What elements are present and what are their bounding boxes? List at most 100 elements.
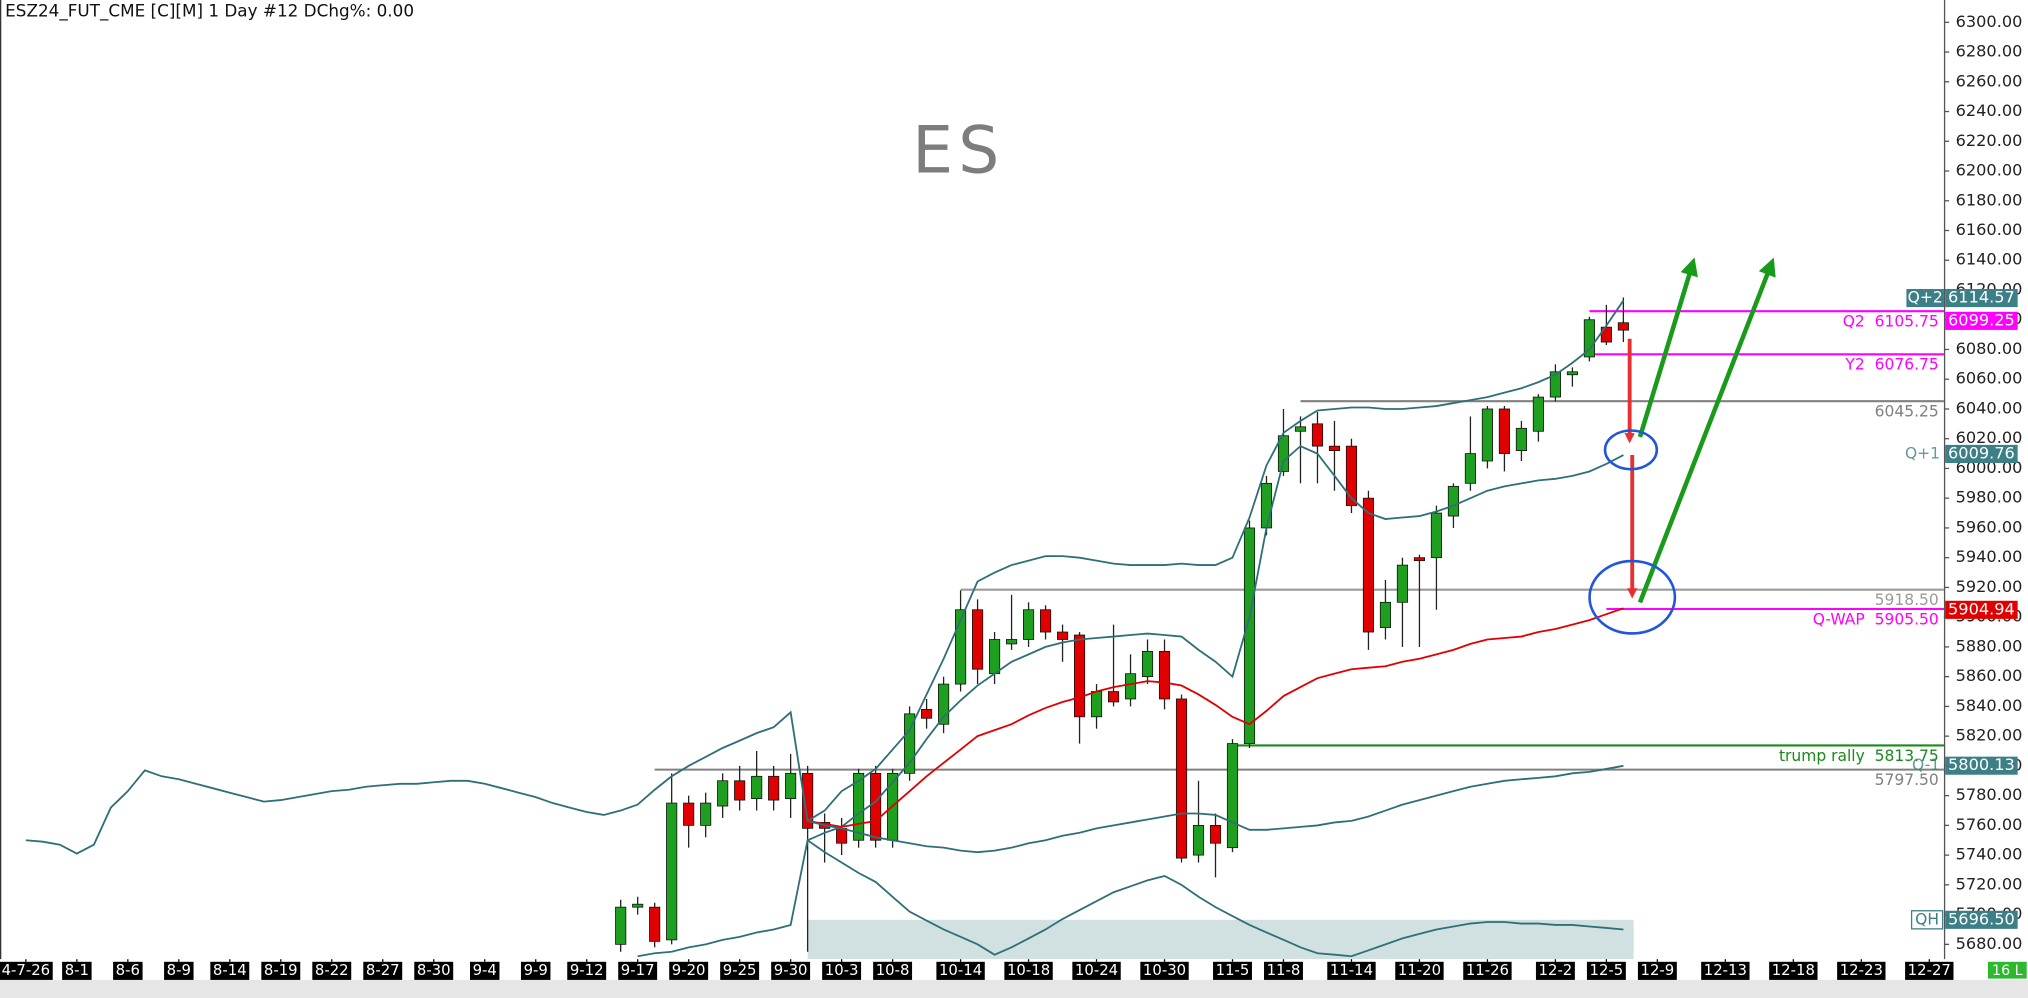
price-tag-text: 6099.25: [1948, 310, 2015, 329]
price-tag: [1945, 910, 2018, 929]
candle-body: [802, 772, 814, 829]
shaded-zone: [807, 919, 1634, 960]
x-tick-box: [113, 961, 143, 980]
level-value: 5797.50: [1875, 770, 1939, 788]
x-tick-label: 12-2: [1539, 961, 1573, 979]
candle-body: [751, 775, 763, 799]
candle-body: [1090, 691, 1103, 718]
tag-label-box: [1910, 910, 1944, 930]
y-tick-label: 6240.00: [1956, 101, 2023, 120]
level-label: 5918.50: [1875, 591, 1939, 609]
candle-body: [1328, 445, 1341, 451]
y-tick-label: 5780.00: [1956, 785, 2023, 804]
x-tick-label: 11-20: [1398, 961, 1441, 979]
x-tick-box: [1837, 961, 1886, 980]
y-tick-label: 5820.00: [1956, 726, 2023, 745]
x-tick-box: [210, 961, 250, 980]
x-tick-box: [261, 961, 301, 980]
level-label: trump rally 5813.75: [1779, 746, 1939, 764]
level-name: Y2: [1844, 355, 1864, 373]
price-tag-text: 5904.94: [1948, 599, 2015, 618]
x-tick-label: 9-9: [524, 961, 548, 979]
candle-body: [938, 683, 950, 725]
price-tag-text: 5696.50: [1948, 909, 2015, 928]
level-value: 5905.50: [1875, 610, 1939, 628]
annotations: [1588, 257, 1776, 635]
x-tick-label: 10-30: [1143, 961, 1186, 979]
y-tick-label: 5720.00: [1956, 874, 2023, 893]
candle-body: [632, 903, 644, 908]
x-tick-label: 9-20: [672, 961, 706, 979]
green-arrow: [1637, 257, 1776, 604]
x-tick-label: 8-22: [315, 961, 349, 979]
tag-label-box: [1906, 289, 1944, 308]
candle-body: [1023, 609, 1035, 640]
indicator-line: [637, 838, 1624, 958]
candle-body: [904, 713, 916, 774]
x-tick-label: 8-27: [366, 961, 400, 979]
y-tick-label: 5980.00: [1956, 488, 2023, 507]
y-tick-label: 6260.00: [1956, 71, 2023, 90]
indicator-line: [807, 764, 1624, 854]
candle-body: [785, 772, 797, 799]
y-tick-label: 5840.00: [1956, 696, 2023, 715]
x-tick-box: [1213, 961, 1252, 980]
candle-body: [1073, 634, 1086, 718]
candle-body: [649, 906, 661, 942]
x-tick-label: 12-18: [1772, 961, 1815, 979]
candle-body: [1600, 326, 1612, 343]
x-tick-box: [164, 961, 194, 980]
candle-body: [768, 775, 780, 801]
y-tick-label: 5940.00: [1956, 547, 2023, 566]
candle-body: [1464, 453, 1476, 484]
x-tick-label: 9-12: [570, 961, 604, 979]
chart-title: ESZ24_FUT_CME [C][M] 1 Day #12 DChg%: 0.…: [5, 1, 414, 22]
tag-label: Q+1: [1905, 444, 1940, 462]
indicator-line: [25, 299, 1625, 855]
highlight-circle: [1588, 559, 1677, 635]
tag-label: QH: [1915, 910, 1939, 928]
candle-body: [1294, 426, 1307, 432]
x-tick-label: 11-14: [1330, 961, 1373, 979]
price-tag-text: 5800.13: [1948, 755, 2015, 774]
candle-body: [989, 639, 1001, 675]
x-tick-label: 8-14: [213, 961, 247, 979]
x-tick-box: [1535, 961, 1575, 980]
x-tick-label: 10-3: [825, 961, 859, 979]
x-tick-label: 12-23: [1840, 961, 1883, 979]
x-tick-label: 12-9: [1641, 961, 1675, 979]
candle-body: [1447, 485, 1459, 517]
price-tag: [1945, 600, 2018, 619]
candle-body: [615, 906, 627, 945]
candle-body: [1107, 691, 1120, 703]
candle-body: [700, 802, 712, 826]
x-tick-label: 11-26: [1466, 961, 1509, 979]
candle-body: [1515, 427, 1527, 451]
y-tick-label: 6280.00: [1956, 42, 2023, 61]
candle-body: [1311, 423, 1324, 447]
candle-body: [1396, 564, 1409, 603]
corner-box: [1987, 961, 2027, 979]
candle-body: [1243, 527, 1256, 744]
price-tag: [1945, 311, 2018, 330]
x-tick-box: [1264, 961, 1303, 980]
x-tick-box: [669, 961, 709, 980]
x-tick-box: [469, 961, 500, 980]
candle-body: [1006, 639, 1018, 645]
x-tick-label: 11-5: [1216, 961, 1250, 979]
x-tick-label: 12-27: [1908, 961, 1951, 979]
candle-body: [666, 802, 678, 941]
x-tick-label: 10-18: [1007, 961, 1050, 979]
status-strip: [0, 979, 2028, 998]
level-name: trump rally: [1779, 746, 1865, 764]
x-tick-box: [520, 961, 551, 980]
x-tick-box: [567, 961, 607, 980]
candle-body: [1277, 435, 1290, 472]
candle-body: [921, 708, 933, 719]
tag-label: Q+2: [1908, 289, 1943, 307]
y-tick-label: 5760.00: [1956, 815, 2023, 834]
candle-body: [1158, 650, 1171, 700]
candle-body: [1056, 631, 1069, 640]
x-tick-label: 9-17: [621, 961, 655, 979]
candle-body: [1226, 743, 1239, 849]
